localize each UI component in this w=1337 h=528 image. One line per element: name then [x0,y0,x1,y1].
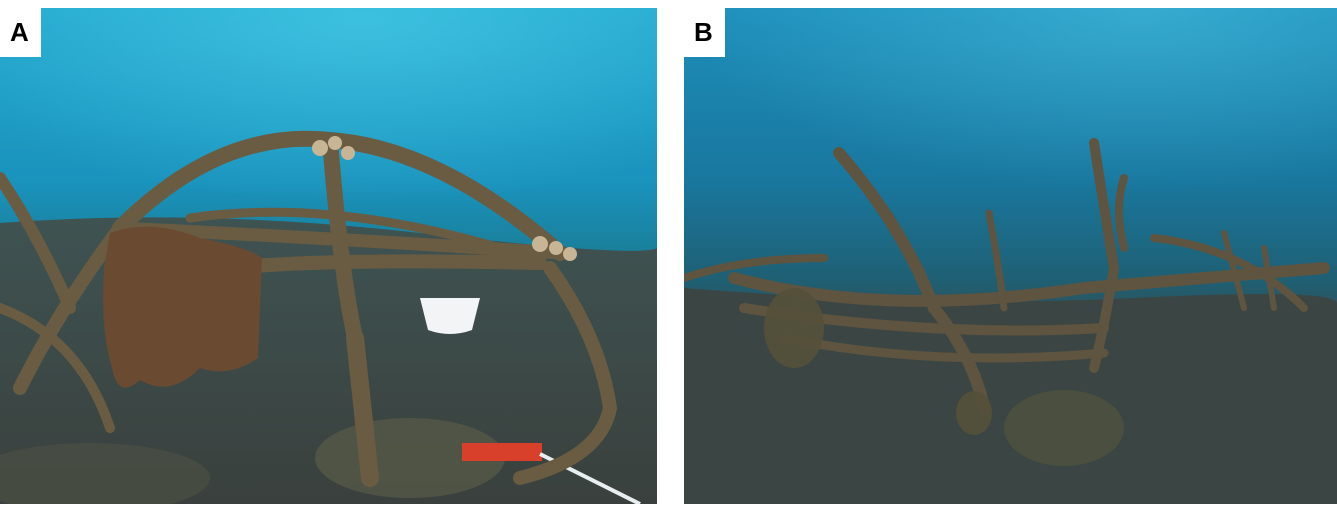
panel-label-a: A [0,8,41,57]
sediment-block [1004,390,1124,466]
red-tag [462,443,542,461]
photo-panel-b: B [684,8,1337,504]
photo-panel-a: A [0,8,657,504]
coral-clusters [312,136,577,261]
underwater-photo-b [684,8,1337,504]
panel-label-b: B [684,8,725,57]
algae-mat [103,226,262,388]
underwater-photo-a [0,8,657,504]
seabed [684,288,1337,504]
white-basket [420,298,480,334]
collapsed-frame [684,138,1330,414]
